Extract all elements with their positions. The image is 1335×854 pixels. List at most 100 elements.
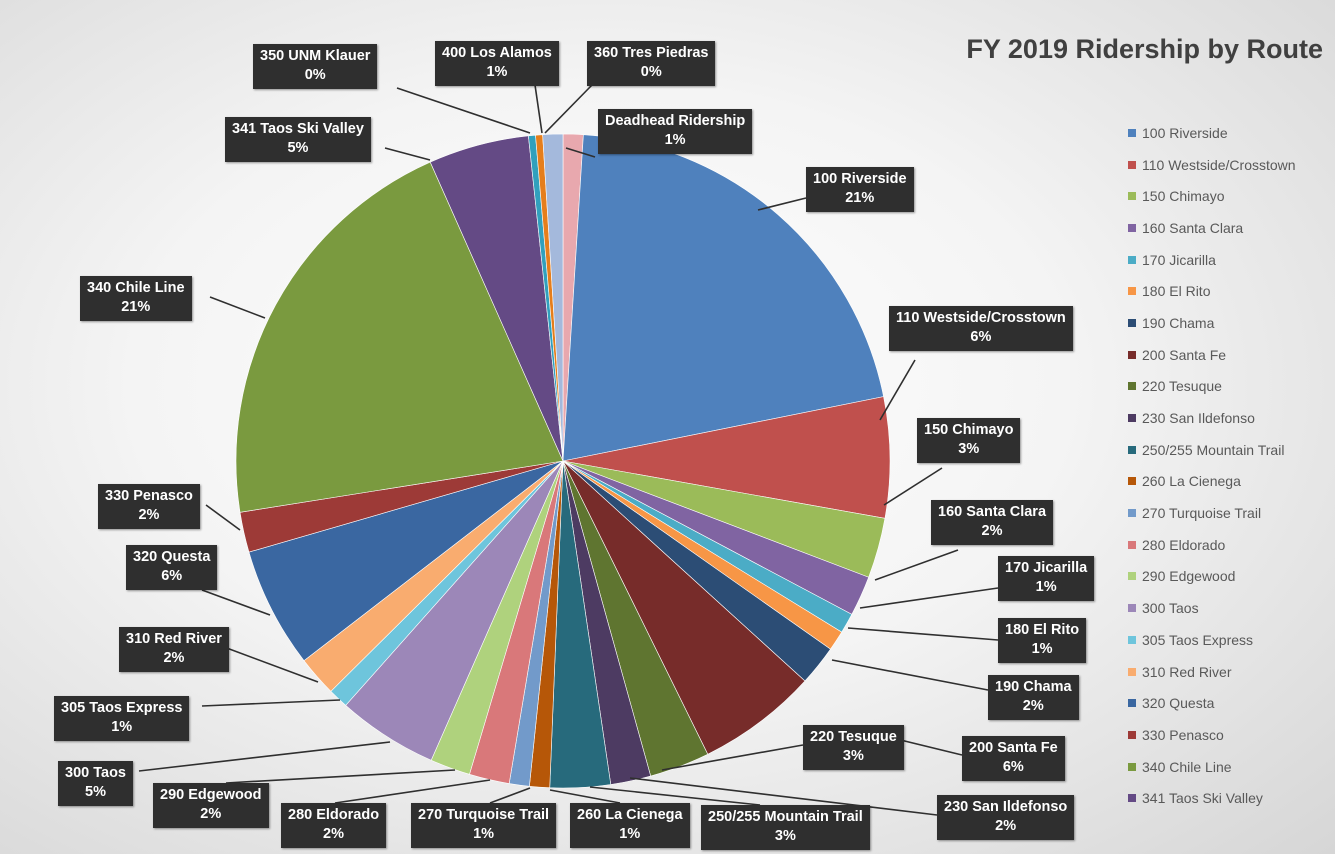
legend-entry-305-taos-express: 305 Taos Express	[1128, 624, 1333, 656]
legend-entry-330-penasco: 330 Penasco	[1128, 719, 1333, 751]
legend-swatch	[1128, 382, 1136, 391]
legend-label: 260 La Cienega	[1142, 473, 1241, 490]
data-label-name: 100 Riverside	[813, 171, 907, 187]
legend-swatch	[1128, 477, 1136, 486]
data-label-310-red-river: 310 Red River 2%	[119, 627, 229, 672]
data-label-name: 230 San Ildefonso	[944, 799, 1068, 815]
legend-swatch	[1128, 318, 1136, 327]
data-label-320-questa: 320 Questa 6%	[126, 545, 218, 590]
leader-line-360-tres-piedras	[544, 84, 593, 134]
data-label-270-turquoise-trail: 270 Turquoise Trail 1%	[411, 803, 557, 848]
pie-slice-400-los-alamos	[542, 133, 564, 462]
legend-entry-340-chile-line: 340 Chile Line	[1128, 751, 1333, 783]
legend: 100 Riverside 110 Westside/Crosstown 150 C…	[1128, 117, 1333, 814]
legend-label: 100 Riverside	[1142, 124, 1228, 141]
data-label-290-edgewood: 290 Edgewood 2%	[153, 783, 269, 828]
pie-slice-340-chile-line	[235, 161, 564, 513]
leader-line-230-san-ildefonso	[629, 777, 938, 816]
legend-label: 160 Santa Clara	[1142, 219, 1244, 236]
data-label-name: 200 Santa Fe	[969, 740, 1058, 756]
data-label-name: 360 Tres Piedras	[594, 45, 709, 61]
legend-entry-150-chimayo: 150 Chimayo	[1128, 180, 1333, 212]
leader-line-310-red-river	[223, 646, 319, 683]
data-label-name: 300 Taos	[65, 765, 126, 781]
leader-line-350-unm-klauer	[396, 87, 531, 134]
legend-swatch	[1128, 540, 1136, 549]
legend-entry-270-turquoise-trail: 270 Turquoise Trail	[1128, 497, 1333, 529]
legend-label: 320 Questa	[1142, 695, 1215, 712]
data-label-160-santa-clara: 160 Santa Clara 2%	[931, 500, 1054, 545]
legend-entry-110-westside-crosstown: 110 Westside/Crosstown	[1128, 149, 1333, 181]
legend-label: 170 Jicarilla	[1142, 251, 1216, 268]
data-label-230-san-ildefonso: 230 San Ildefonso 2%	[937, 795, 1075, 840]
data-label-percent: 2%	[138, 507, 160, 523]
data-label-360-tres-piedras: 360 Tres Piedras 0%	[587, 41, 716, 86]
data-label-341-taos-ski-valley: 341 Taos Ski Valley 5%	[225, 117, 371, 162]
legend-label: 310 Red River	[1142, 663, 1232, 680]
pie-slice-320-questa	[248, 460, 564, 662]
legend-label: 341 Taos Ski Valley	[1142, 790, 1263, 807]
data-label-name: 310 Red River	[126, 631, 222, 647]
data-label-percent: 1%	[111, 719, 133, 735]
leader-line-180-el-rito	[847, 627, 999, 641]
leader-line-170-jicarilla	[859, 587, 999, 609]
data-label-percent: 2%	[981, 523, 1003, 539]
legend-swatch	[1128, 794, 1136, 803]
data-label-percent: 6%	[970, 329, 992, 345]
legend-label: 300 Taos	[1142, 600, 1199, 617]
legend-label: 190 Chama	[1142, 314, 1215, 331]
legend-swatch	[1128, 223, 1136, 232]
data-label-percent: 2%	[200, 806, 222, 822]
data-label-300-taos: 300 Taos 5%	[58, 761, 133, 806]
data-label-percent: 1%	[473, 826, 495, 842]
data-label-260-la-cienega: 260 La Cienega 1%	[570, 803, 690, 848]
data-label-400-los-alamos: 400 Los Alamos 1%	[435, 41, 559, 86]
leader-line-330-penasco	[205, 504, 241, 531]
data-label-name: 341 Taos Ski Valley	[232, 121, 364, 137]
legend-entry-250-255-mountain-trail: 250/255 Mountain Trail	[1128, 434, 1333, 466]
legend-label: 305 Taos Express	[1142, 631, 1254, 648]
legend-swatch	[1128, 287, 1136, 296]
leader-line-341-taos-ski-valley	[384, 147, 431, 161]
legend-swatch	[1128, 604, 1136, 613]
legend-swatch	[1128, 255, 1136, 264]
data-label-percent: 0%	[640, 64, 662, 80]
data-label-name: 250/255 Mountain Trail	[708, 809, 863, 825]
data-label-percent: 21%	[845, 190, 875, 206]
data-label-percent: 3%	[958, 441, 980, 457]
data-label-name: 280 Eldorado	[288, 807, 380, 823]
legend-swatch	[1128, 667, 1136, 676]
legend-swatch	[1128, 192, 1136, 201]
data-label-name: Deadhead Ridership	[605, 113, 746, 129]
data-label-percent: 0%	[304, 67, 326, 83]
legend-label: 230 San Ildefonso	[1142, 410, 1255, 427]
leader-line-305-taos-express	[201, 699, 341, 707]
data-label-150-chimayo: 150 Chimayo 3%	[917, 418, 1021, 463]
legend-label: 270 Turquoise Trail	[1142, 505, 1262, 522]
legend-swatch	[1128, 572, 1136, 581]
data-label-name: 150 Chimayo	[924, 422, 1014, 438]
leader-line-220-tesuque	[661, 744, 804, 771]
legend-entry-100-riverside: 100 Riverside	[1128, 117, 1333, 149]
data-label-name: 350 UNM Klauer	[260, 48, 371, 64]
leader-line-300-taos	[138, 741, 391, 772]
legend-entry-260-la-cienega: 260 La Cienega	[1128, 466, 1333, 498]
legend-label: 330 Penasco	[1142, 726, 1224, 743]
legend-entry-310-red-river: 310 Red River	[1128, 656, 1333, 688]
data-label-name: 305 Taos Express	[61, 700, 183, 716]
data-label-percent: 3%	[774, 828, 796, 844]
legend-swatch	[1128, 160, 1136, 169]
data-label-name: 180 El Rito	[1005, 622, 1080, 638]
leader-line-400-los-alamos	[534, 84, 543, 134]
legend-swatch	[1128, 509, 1136, 518]
legend-label: 180 El Rito	[1142, 283, 1211, 300]
legend-label: 290 Edgewood	[1142, 568, 1236, 585]
data-label-name: 340 Chile Line	[87, 280, 185, 296]
data-label-percent: 6%	[161, 568, 183, 584]
data-label-percent: 1%	[619, 826, 641, 842]
data-label-340-chile-line: 340 Chile Line 21%	[80, 276, 192, 321]
legend-entry-190-chama: 190 Chama	[1128, 307, 1333, 339]
legend-entry-280-eldorado: 280 Eldorado	[1128, 529, 1333, 561]
data-label-percent: 21%	[121, 299, 151, 315]
